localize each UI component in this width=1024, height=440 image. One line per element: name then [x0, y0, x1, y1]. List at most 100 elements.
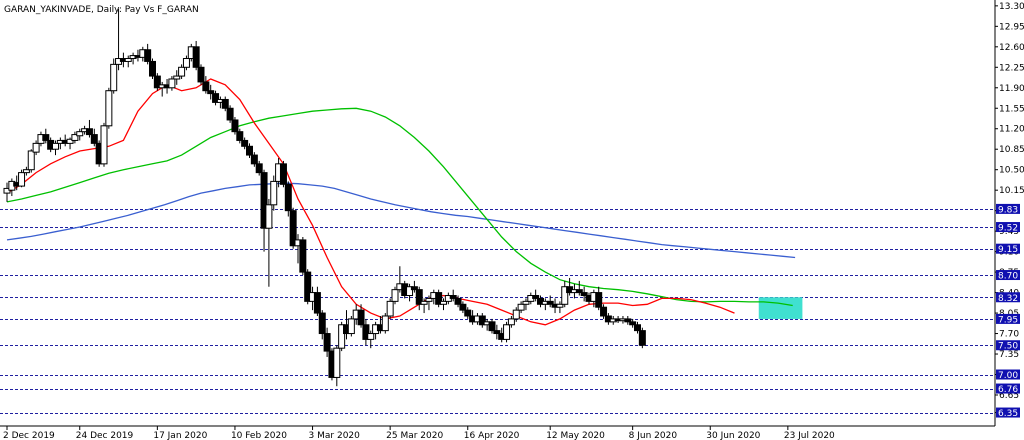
- candle: [241, 137, 249, 150]
- candle-body: [357, 309, 365, 326]
- candle-body: [32, 142, 40, 153]
- candle: [493, 324, 501, 340]
- candle-body: [71, 134, 79, 141]
- ma-long-line: [6, 182, 796, 259]
- price-tick-label: 12.95: [999, 22, 1024, 32]
- level-badge-box: [996, 292, 1020, 303]
- candle: [638, 327, 646, 349]
- candle: [197, 64, 205, 85]
- candle-body: [600, 306, 608, 317]
- candle-body: [207, 90, 215, 95]
- candle: [255, 160, 263, 176]
- candle-body: [192, 46, 200, 68]
- date-tick-label: 12 May 2020: [546, 431, 605, 440]
- candle: [221, 96, 229, 112]
- candle: [250, 152, 258, 167]
- candle: [634, 321, 641, 334]
- candle: [144, 43, 152, 65]
- level-badge: 6.35: [996, 407, 1020, 419]
- candle: [333, 345, 341, 387]
- candle: [178, 64, 186, 79]
- price-tick-label: 9.45: [999, 227, 1019, 237]
- candle-body: [386, 300, 394, 317]
- candle-body: [52, 142, 59, 150]
- candlesticks: [3, 8, 646, 387]
- candle-body: [18, 172, 26, 187]
- level-badges: 9.83 9.52 9.15 8.70 8.32 7.95 7.50 7.00 6.76 6.35: [996, 203, 1020, 419]
- candle: [100, 122, 108, 167]
- candle: [71, 131, 79, 144]
- candle: [507, 315, 515, 328]
- candle: [600, 304, 608, 319]
- candle-body: [449, 295, 457, 299]
- candle-body: [367, 333, 375, 340]
- candle-body: [202, 81, 210, 92]
- candle-body: [556, 303, 564, 308]
- candle: [522, 298, 530, 311]
- candle: [512, 307, 520, 322]
- candle-body: [226, 107, 234, 121]
- level-badge: 7.00: [996, 369, 1020, 381]
- candle-body: [638, 330, 646, 346]
- level-badge-label: 7.00: [998, 371, 1018, 381]
- candle: [454, 295, 462, 308]
- candle: [425, 295, 433, 311]
- candle: [503, 321, 511, 343]
- candle: [318, 310, 326, 340]
- candle: [192, 40, 200, 71]
- candle: [449, 289, 457, 302]
- price-tick-label: 11.90: [999, 84, 1024, 94]
- candle-body: [561, 286, 569, 305]
- level-badge-box: [996, 340, 1020, 351]
- level-badge-box: [996, 222, 1020, 233]
- level-badge: 9.15: [996, 243, 1020, 255]
- candle-body: [575, 289, 583, 294]
- date-tick-label: 23 Jul 2020: [784, 431, 835, 440]
- date-tick-label: 16 Apr 2020: [464, 431, 520, 440]
- candle: [66, 137, 74, 150]
- candle: [464, 307, 472, 319]
- candle-body: [221, 98, 229, 109]
- date-tick-label: 17 Jan 2020: [153, 431, 207, 440]
- ema-slow-line: [6, 107, 793, 307]
- price-tick-label: 12.25: [999, 63, 1024, 73]
- date-tick-label: 24 Dec 2019: [76, 431, 134, 440]
- level-badge-box: [996, 369, 1020, 380]
- candle-body: [362, 324, 370, 340]
- candle: [42, 128, 50, 144]
- candle: [406, 283, 414, 302]
- candle-body: [410, 286, 418, 291]
- candle: [362, 318, 370, 346]
- candle-body: [629, 321, 637, 326]
- candle: [182, 55, 190, 71]
- candle: [27, 149, 35, 173]
- level-lines: [0, 209, 995, 414]
- candle: [478, 313, 486, 328]
- candle: [284, 181, 292, 217]
- candle: [236, 128, 244, 144]
- candle: [270, 175, 278, 211]
- candle-body: [304, 271, 312, 302]
- level-badge: 8.32: [996, 292, 1020, 304]
- date-tick-label: 3 Mar 2020: [309, 431, 361, 440]
- candle: [265, 198, 273, 287]
- candle-body: [22, 169, 30, 174]
- candle: [595, 286, 603, 311]
- level-badge-label: 7.50: [998, 342, 1018, 352]
- candle-body: [313, 292, 321, 314]
- level-badge-box: [996, 383, 1020, 394]
- candle: [90, 128, 98, 147]
- level-badge: 9.83: [996, 203, 1020, 215]
- candle-body: [27, 150, 35, 171]
- candle-body: [236, 131, 244, 141]
- candle: [629, 318, 637, 328]
- candle: [22, 166, 30, 176]
- level-badge: 9.52: [996, 222, 1020, 234]
- candle-body: [299, 239, 307, 273]
- candle: [260, 169, 268, 252]
- candle: [289, 207, 297, 249]
- candle: [173, 70, 181, 85]
- level-badge-label: 8.70: [998, 272, 1018, 282]
